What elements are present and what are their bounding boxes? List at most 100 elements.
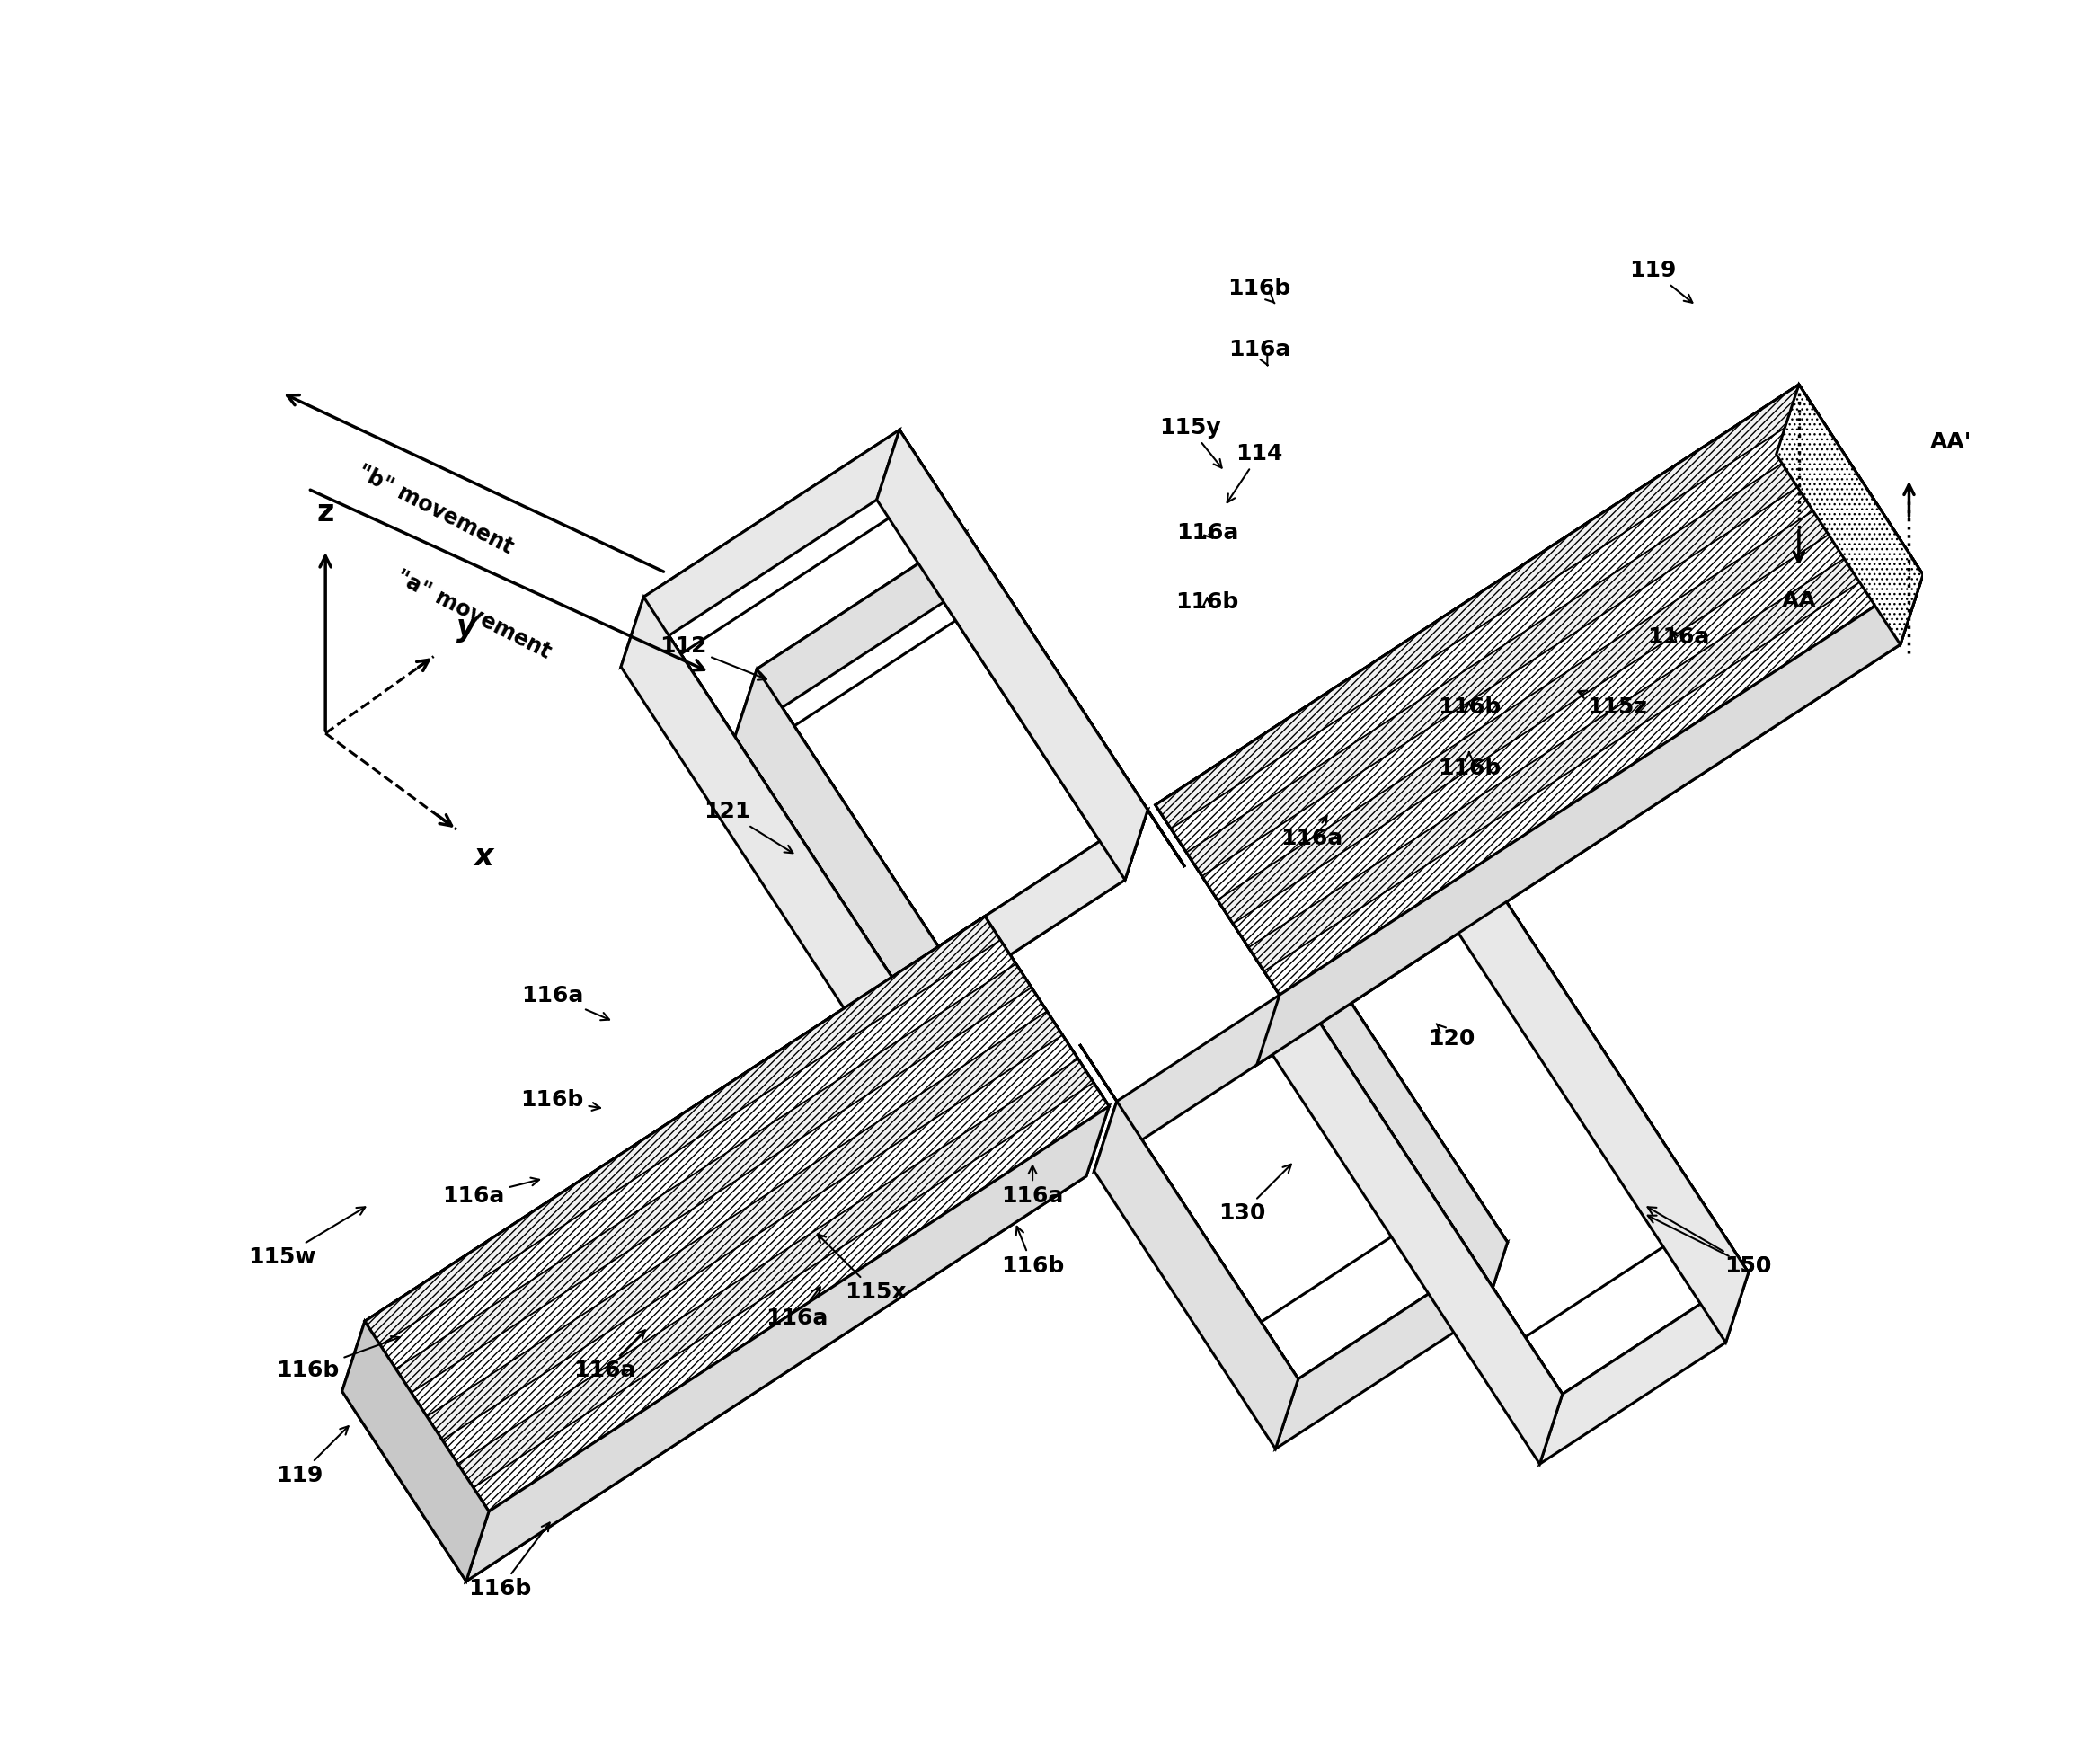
Polygon shape xyxy=(1155,384,1924,995)
Polygon shape xyxy=(365,917,1109,1512)
Polygon shape xyxy=(1186,433,1846,876)
Text: AA': AA' xyxy=(1930,431,1972,452)
Polygon shape xyxy=(395,964,1031,1393)
Polygon shape xyxy=(1094,1102,1298,1449)
Text: 119: 119 xyxy=(275,1426,349,1486)
Polygon shape xyxy=(1264,552,1924,995)
Polygon shape xyxy=(443,1035,1077,1463)
Polygon shape xyxy=(916,810,1149,1016)
Polygon shape xyxy=(1258,574,1924,1065)
Text: 116a: 116a xyxy=(443,1179,540,1206)
Text: 114: 114 xyxy=(1226,443,1283,503)
Polygon shape xyxy=(1264,552,1924,995)
Polygon shape xyxy=(458,1058,1094,1488)
Polygon shape xyxy=(1777,384,1924,644)
Text: 116b: 116b xyxy=(277,1336,399,1381)
Text: 116b: 116b xyxy=(1228,278,1292,304)
Polygon shape xyxy=(1539,1273,1749,1463)
Text: 115z: 115z xyxy=(1577,691,1648,718)
Text: y: y xyxy=(456,613,477,643)
Text: 116a: 116a xyxy=(573,1330,645,1381)
Polygon shape xyxy=(643,597,928,1034)
Polygon shape xyxy=(1445,807,1749,1273)
Polygon shape xyxy=(1273,985,1562,1463)
Polygon shape xyxy=(1201,456,1861,899)
Polygon shape xyxy=(735,533,966,739)
Text: "b" movement: "b" movement xyxy=(355,461,517,559)
Text: 116a: 116a xyxy=(1228,339,1292,365)
Polygon shape xyxy=(365,917,1109,1512)
Polygon shape xyxy=(1094,964,1325,1172)
Text: 116b: 116b xyxy=(1176,592,1239,613)
Polygon shape xyxy=(643,430,937,655)
Text: 130: 130 xyxy=(1218,1165,1292,1224)
Polygon shape xyxy=(966,533,1184,868)
Text: 120: 120 xyxy=(1428,1023,1474,1049)
Polygon shape xyxy=(878,430,1149,880)
Polygon shape xyxy=(473,1083,1109,1512)
Text: 116a: 116a xyxy=(1646,627,1709,648)
Text: 119: 119 xyxy=(1630,260,1693,302)
Polygon shape xyxy=(1275,1243,1508,1449)
Polygon shape xyxy=(1172,409,1829,852)
Polygon shape xyxy=(395,964,1031,1393)
Polygon shape xyxy=(466,1107,1109,1582)
Polygon shape xyxy=(426,1011,1063,1440)
Polygon shape xyxy=(458,1058,1094,1488)
Polygon shape xyxy=(756,669,976,1004)
Polygon shape xyxy=(1079,1044,1298,1379)
Polygon shape xyxy=(1260,1186,1508,1379)
Polygon shape xyxy=(412,988,1048,1416)
Polygon shape xyxy=(1186,433,1846,876)
Polygon shape xyxy=(1201,456,1861,899)
Polygon shape xyxy=(342,1322,489,1582)
Polygon shape xyxy=(1233,503,1892,948)
Polygon shape xyxy=(899,430,1184,868)
Text: z: z xyxy=(317,498,334,527)
Text: 116a: 116a xyxy=(1281,815,1344,849)
Text: 112: 112 xyxy=(659,636,766,679)
Text: 116a: 116a xyxy=(521,985,609,1020)
Polygon shape xyxy=(426,1011,1063,1440)
Text: 116a: 116a xyxy=(1002,1166,1065,1206)
Polygon shape xyxy=(1777,384,1924,644)
Polygon shape xyxy=(1273,863,1480,1055)
Polygon shape xyxy=(1250,527,1907,971)
Text: 116a: 116a xyxy=(1176,522,1239,543)
Text: "a" movement: "a" movement xyxy=(393,566,554,663)
Text: AA: AA xyxy=(1781,590,1816,613)
Polygon shape xyxy=(1218,480,1877,924)
Polygon shape xyxy=(380,939,1016,1369)
Text: 116b: 116b xyxy=(521,1090,601,1110)
Polygon shape xyxy=(735,669,939,1016)
Polygon shape xyxy=(1172,409,1829,852)
Polygon shape xyxy=(1250,527,1907,971)
Polygon shape xyxy=(756,533,1004,726)
Polygon shape xyxy=(412,988,1048,1416)
Polygon shape xyxy=(1155,384,1814,829)
Polygon shape xyxy=(365,917,1000,1344)
Text: 115x: 115x xyxy=(817,1234,907,1303)
Polygon shape xyxy=(1155,384,1814,829)
Polygon shape xyxy=(1233,503,1892,948)
Polygon shape xyxy=(380,939,1016,1369)
Polygon shape xyxy=(1304,964,1508,1313)
Polygon shape xyxy=(1155,384,1924,995)
Polygon shape xyxy=(1258,927,1562,1393)
Text: 115y: 115y xyxy=(1159,417,1222,468)
Text: 116a: 116a xyxy=(766,1287,827,1329)
Text: 116b: 116b xyxy=(1438,697,1502,718)
Polygon shape xyxy=(1457,863,1749,1343)
Polygon shape xyxy=(365,917,1000,1344)
Polygon shape xyxy=(473,1083,1109,1512)
Polygon shape xyxy=(342,1322,489,1582)
Text: 150: 150 xyxy=(1724,1255,1772,1276)
Polygon shape xyxy=(443,1035,1077,1463)
Polygon shape xyxy=(1218,480,1877,924)
Polygon shape xyxy=(466,1107,1109,1582)
Text: 121: 121 xyxy=(704,801,794,854)
Text: x: x xyxy=(475,842,493,871)
Polygon shape xyxy=(1289,908,1508,1243)
Polygon shape xyxy=(622,597,892,1048)
Polygon shape xyxy=(622,430,899,667)
